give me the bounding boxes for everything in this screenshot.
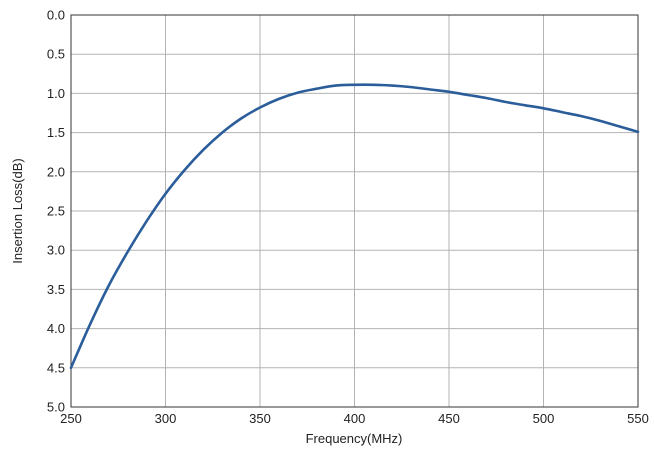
y-tick-label: 4.5 [47,360,65,375]
y-tick-label: 3.0 [47,243,65,258]
x-tick-label: 550 [627,411,649,426]
y-tick-label: 4.0 [47,321,65,336]
y-tick-label: 1.0 [47,86,65,101]
x-axis-label: Frequency(MHz) [306,431,403,446]
plot-frame [70,14,639,408]
x-tick-labels: 250 300 350 400 450 500 550 [60,411,649,426]
y-tick-label: 5.0 [47,400,65,415]
y-tick-label: 0.0 [47,8,65,23]
grid [70,14,639,408]
y-tick-label: 2.5 [47,204,65,219]
x-tick-label: 300 [155,411,177,426]
y-tick-label: 3.5 [47,282,65,297]
y-tick-label: 0.5 [47,47,65,62]
x-tick-label: 500 [533,411,555,426]
x-tick-label: 250 [60,411,82,426]
y-tick-labels: 0.0 0.5 1.0 1.5 2.0 2.5 3.0 3.5 4.0 4.5 5.0 [47,8,65,415]
x-tick-label: 450 [438,411,460,426]
y-axis-label: Insertion Loss(dB) [10,158,25,264]
y-tick-label: 1.5 [47,125,65,140]
x-tick-label: 350 [249,411,271,426]
y-tick-label: 2.0 [47,164,65,179]
x-tick-label: 400 [344,411,366,426]
series-line [69,83,640,370]
